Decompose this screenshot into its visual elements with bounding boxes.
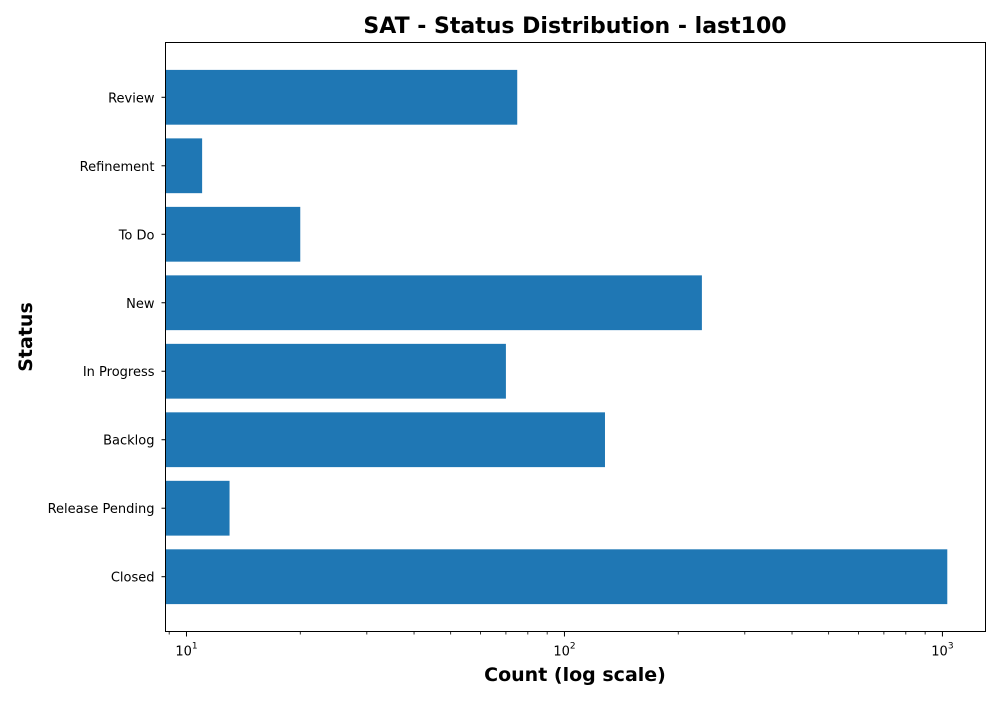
y-tick-label: In Progress [83,365,155,380]
y-tick-label: Refinement [80,160,155,175]
x-tick-label: 101 [175,642,197,660]
x-tick-label: 103 [931,642,953,660]
y-tick-label: To Do [118,228,155,243]
chart-title: SAT - Status Distribution - last100 [363,14,786,39]
y-axis-label: Status [15,302,37,372]
x-axis-label: Count (log scale) [484,664,666,686]
bar-refinement [165,138,203,194]
y-tick-label: New [126,297,155,312]
bars [165,69,948,605]
x-axis-ticks: 101 102 103 [168,631,954,660]
bar-release-pending [165,480,230,536]
bar-backlog [165,412,605,468]
bar-review [165,69,518,125]
y-tick-label: Backlog [103,434,154,449]
plot-frame [165,42,986,632]
bar-in-progress [165,343,506,399]
y-axis-ticks: Closed Release Pending Backlog In Progress N… [48,91,166,586]
bar-new [165,275,702,331]
y-tick-label: Review [108,91,155,106]
bar-closed [165,549,948,605]
y-tick-label: Release Pending [48,502,155,517]
x-tick-label: 102 [553,642,575,660]
y-tick-label: Closed [111,571,155,586]
bar-to-do [165,206,301,262]
